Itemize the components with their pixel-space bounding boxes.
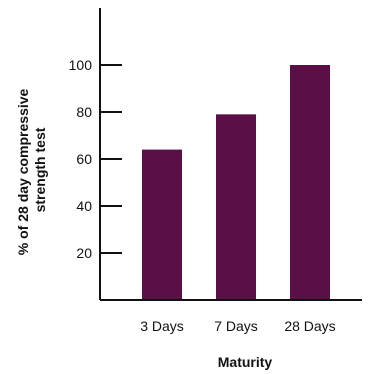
x-tick-label-3-days: 3 Days xyxy=(140,318,184,334)
bar-7-days xyxy=(216,114,256,300)
x-axis-title: Maturity xyxy=(218,354,273,370)
x-tick-label-7-days: 7 Days xyxy=(214,318,258,334)
x-tick-label-28-days: 28 Days xyxy=(284,318,335,334)
bar-3-days xyxy=(142,149,182,300)
y-tick-label-100: 100 xyxy=(69,57,93,73)
bars-group xyxy=(142,65,330,300)
y-axis-title: % of 28 day compressive strength test xyxy=(15,85,48,255)
y-tick-label-20: 20 xyxy=(76,245,92,261)
x-labels-group: 3 Days 7 Days 28 Days xyxy=(140,318,335,334)
y-ticks-group: 20 40 60 80 100 xyxy=(69,57,122,261)
y-axis-title-line-1: % of 28 day compressive xyxy=(15,88,31,255)
y-axis-title-line-2: strength test xyxy=(32,127,48,212)
y-tick-label-80: 80 xyxy=(76,104,92,120)
y-tick-label-60: 60 xyxy=(76,151,92,167)
bar-28-days xyxy=(290,65,330,300)
y-tick-label-40: 40 xyxy=(76,198,92,214)
